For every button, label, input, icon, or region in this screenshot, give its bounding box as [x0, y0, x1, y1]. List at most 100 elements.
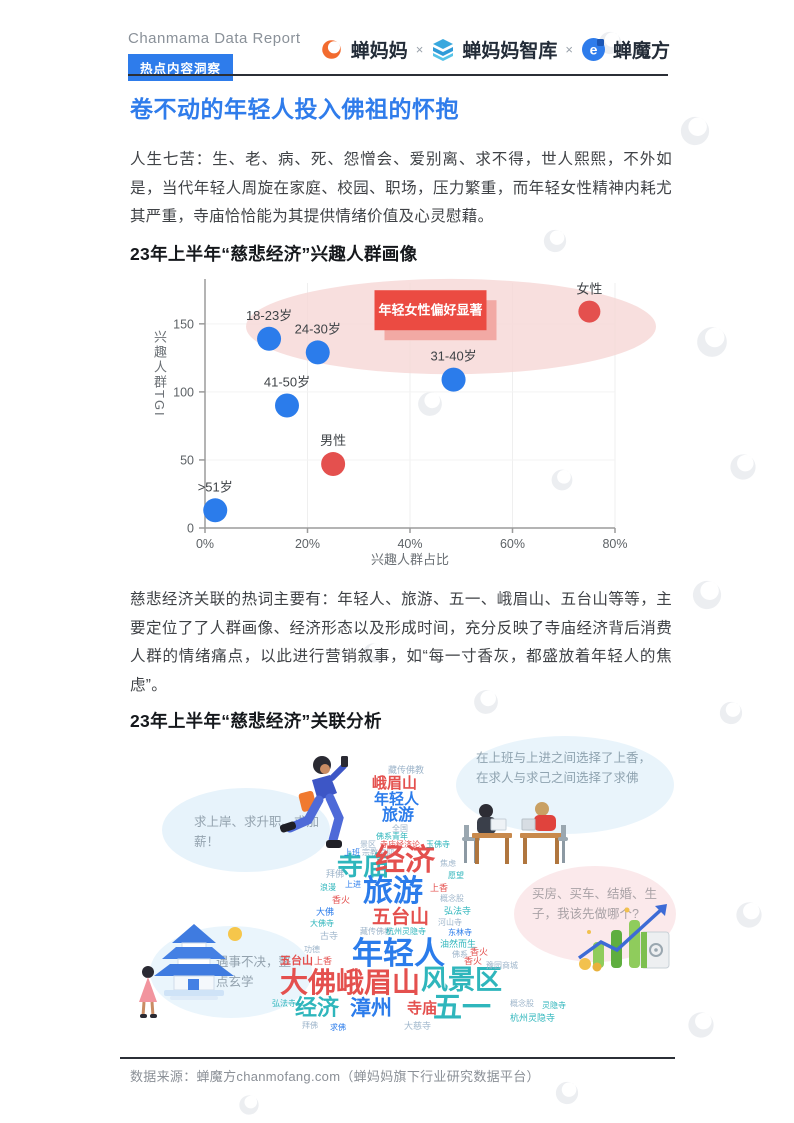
wordcloud-word: 河山寺 [438, 918, 462, 927]
wordcloud-word: 佛系青年 [376, 832, 408, 841]
data-source-note: 数据来源：蝉魔方chanmofang.com（蝉妈妈旗下行业研究数据平台） [130, 1069, 540, 1084]
wordcloud-word: 寺庙 [337, 851, 390, 881]
scatter-point [203, 498, 228, 523]
watermark-icon [712, 694, 750, 732]
scatter-point-label: 41-50岁 [264, 375, 310, 390]
wordcloud-word: 五一 [433, 992, 492, 1024]
logo-separator: × [565, 42, 573, 57]
wordcloud-word: 藏传佛教 [360, 927, 392, 936]
audience-scatter-chart: 年轻女性偏好显著 0 50 100 150 0% 20% 40% 60% 80% 18-23岁24-… [173, 278, 656, 551]
wordcloud-word: 香火 [470, 947, 489, 957]
wordcloud-word: 浪漫 [320, 883, 336, 892]
wordcloud-word: 拜佛 [302, 1021, 318, 1030]
wordcloud-word: 香火 [464, 956, 483, 966]
wordcloud-word: 峨眉山 [372, 775, 418, 792]
office-desks-illustration [462, 802, 568, 864]
wordcloud-word: 大佛 [316, 907, 335, 917]
watermark-icon [728, 894, 771, 937]
scatter-point-label: 18-23岁 [246, 308, 292, 323]
scatter-point [441, 367, 466, 392]
wordcloud-word: 东林寺 [448, 928, 472, 937]
svg-text:e: e [590, 42, 598, 58]
wordcloud-word: 焦虑 [440, 859, 456, 868]
wordcloud-word: 旅游 [363, 875, 423, 908]
svg-text:80%: 80% [602, 537, 627, 551]
wordcloud-word: 杭州灵隐寺 [510, 1013, 556, 1023]
wordcloud-word: 灵隐寺 [542, 1001, 566, 1010]
wordcloud-word: 风景区 [421, 965, 502, 995]
report-label: Chanmama Data Report [128, 30, 301, 47]
bubble-text-metaphysics: 遇事不决，整点玄学 [216, 955, 292, 989]
wordcloud-word: 经济 [375, 844, 435, 877]
watermark-icon [671, 107, 719, 155]
wordcloud-word: 五台山 [280, 955, 313, 967]
wordcloud-word: 寺庙经济论 [380, 840, 420, 849]
wordcloud-word: 五台山 [372, 907, 430, 928]
wordcloud-word: 豫园商城 [486, 961, 518, 970]
intro-paragraph: 人生七苦：生、老、病、死、怨憎会、爱别离、求不得，世人熙熙，不外如是，当代年轻人… [130, 151, 672, 226]
running-person-illustration [279, 756, 348, 848]
association-wordcloud: 藏传佛教 峨眉山 年轻人 旅游 全国 佛系青年 景区 寺庙经济论 玉佛寺 上班 宗教信仰 寺庙 经济 旅游… [258, 750, 630, 1050]
wordcloud-word: 功德 [304, 945, 320, 954]
bubble-text-worship: 在上班与上进之间选择了上香，在求人与求己之间选择了求佛 [476, 751, 652, 785]
wordcloud-word: 玉佛寺 [426, 840, 450, 849]
watermark-icon [687, 317, 737, 367]
wordcloud-word: 概念股 [440, 894, 464, 903]
watermark-icon [548, 1074, 586, 1112]
svg-text:100: 100 [173, 385, 194, 399]
chanmama-logo-icon [321, 40, 341, 59]
x-axis-label: 兴趣人群占比 [370, 552, 449, 567]
section-badge: 热点内容洞察 [128, 54, 234, 81]
scatter-point [321, 452, 346, 477]
watermark-icon [683, 571, 731, 619]
zhiku-logo-icon [433, 38, 454, 61]
watermark-icon [233, 1089, 266, 1122]
logo-separator: × [415, 42, 424, 57]
wordcloud-word: 上进 [345, 880, 361, 889]
svg-text:50: 50 [180, 453, 194, 467]
wordcloud-word: 景区 [360, 840, 376, 849]
wordcloud-word: 年轻人 [374, 791, 420, 808]
wordcloud-word: 愿望 [448, 871, 464, 880]
bubble-text-life-choices: 买房、买车、结婚、生子，我该先做哪个? [532, 887, 658, 921]
watermark-icon [680, 1004, 723, 1047]
temple-scene-illustration [139, 924, 242, 1018]
svg-text:0%: 0% [196, 537, 214, 551]
svg-text:年轻女性偏好显著: 年轻女性偏好显著 [378, 303, 482, 318]
wordcloud-word: 古寺 [320, 931, 339, 941]
scatter-point-label: 31-40岁 [430, 349, 476, 364]
wordcloud-word: 弘法寺 [272, 999, 296, 1008]
wordcloud-word: 求佛 [330, 1023, 346, 1032]
wordcloud-word: 大佛峨眉山 [280, 967, 421, 998]
scatter-point-label: >51岁 [198, 479, 233, 494]
y-axis-label: 兴趣人群TGI [152, 330, 167, 418]
chart-title-audience: 23年上半年“慈悲经济”兴趣人群画像 [130, 244, 418, 264]
scatter-point-label: 男性 [320, 433, 346, 448]
svg-text:20%: 20% [295, 537, 320, 551]
svg-text:40%: 40% [397, 537, 422, 551]
wordcloud-word: 宗教信仰 [362, 848, 394, 857]
svg-text:60%: 60% [500, 537, 525, 551]
wordcloud-word: 年轻人 [352, 936, 445, 971]
header-rule [128, 74, 668, 76]
chanmama-logo-text: 蝉妈妈 [350, 41, 408, 62]
chanmofang-logo-text: 蝉魔方 [612, 41, 670, 62]
chanmofang-logo-icon: e [581, 38, 605, 61]
wordcloud-word: 弘法寺 [444, 906, 472, 916]
scatter-point-label: 女性 [576, 282, 602, 297]
svg-text:0: 0 [187, 522, 194, 536]
wordcloud-word: 上香 [430, 883, 449, 893]
svg-text:150: 150 [173, 317, 194, 331]
wordcloud-word: 全国 [392, 824, 408, 833]
wordcloud-word: 大佛寺 [310, 919, 334, 928]
wordcloud-word: 佛系 [452, 950, 468, 959]
watermark-icon [722, 446, 765, 489]
page-title: 卷不动的年轻人投入佛祖的怀抱 [130, 96, 459, 122]
finance-growth-illustration [577, 904, 670, 972]
scatter-point [578, 300, 601, 323]
scatter-point-label: 24-30岁 [295, 321, 341, 336]
wordcloud-word: 杭州灵隐寺 [386, 927, 426, 936]
wordcloud-word: 藏传佛教 [388, 765, 425, 775]
wordcloud-word: 漳州 [350, 997, 392, 1020]
